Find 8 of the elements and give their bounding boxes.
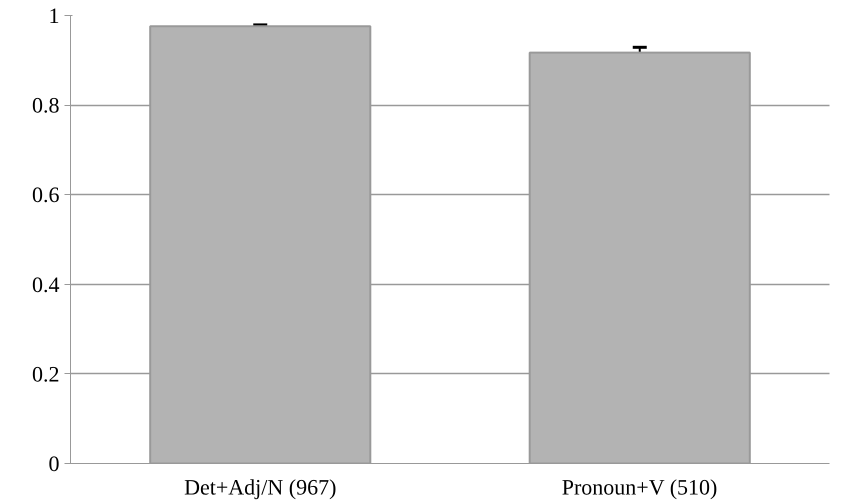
x-tick-label: Pronoun+V (510) xyxy=(562,474,718,500)
y-tick-label: 0.4 xyxy=(32,272,60,297)
x-tick-label: Det+Adj/N (967) xyxy=(184,474,336,500)
y-tick-label: 0.6 xyxy=(32,182,60,208)
y-tick-label: 1 xyxy=(48,3,60,28)
y-tick-label: 0 xyxy=(48,451,60,476)
y-tick-label: 0.2 xyxy=(32,361,60,386)
y-tick-label: 0.8 xyxy=(32,92,60,118)
